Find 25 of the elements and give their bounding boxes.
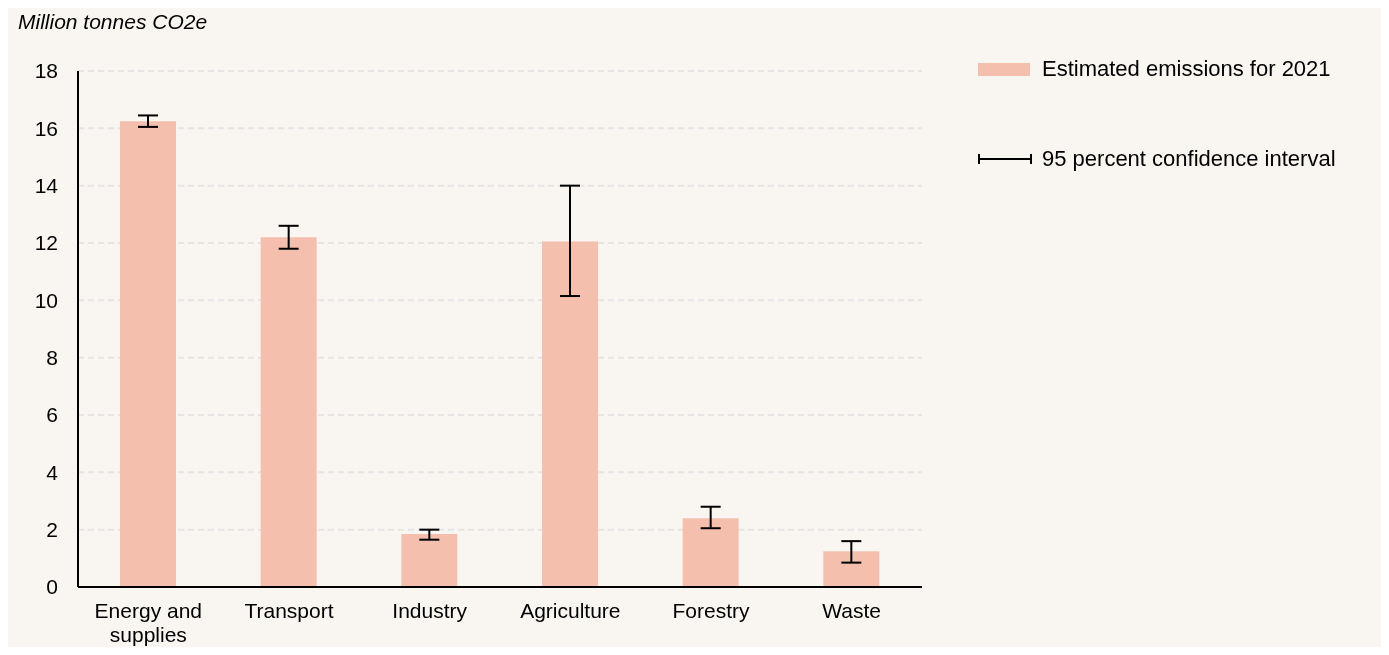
bar (542, 241, 598, 587)
bar (823, 551, 880, 587)
x-tick-label: Waste (822, 598, 882, 622)
x-tick-label: Industry (392, 598, 468, 622)
y-tick-label: 10 (34, 288, 58, 312)
bar (120, 121, 176, 587)
y-tick-label: 4 (46, 460, 59, 484)
y-tick-label: 12 (34, 231, 58, 255)
legend-label: Estimated emissions for 2021 (1042, 56, 1331, 82)
x-tick-label: Transport (244, 598, 334, 622)
x-tick-label: Forestry (672, 598, 750, 622)
y-tick-label: 0 (46, 575, 58, 599)
text: 95 percent confidence interval (1042, 146, 1336, 172)
x-tick-label: Energy and supplies (94, 598, 203, 647)
y-tick-label: 18 (34, 59, 58, 83)
y-tick-label: 14 (34, 174, 59, 198)
bar (401, 533, 458, 587)
y-tick-label: 6 (46, 403, 58, 427)
y-axis-title: Million tonnes CO2e (18, 10, 208, 34)
y-tick-label: 8 (46, 346, 58, 370)
y-tick-label: 16 (34, 116, 58, 140)
x-tick-label: Agriculture (520, 598, 621, 622)
y-tick-label: 2 (46, 518, 58, 542)
bar (682, 518, 739, 587)
bar (260, 237, 317, 587)
